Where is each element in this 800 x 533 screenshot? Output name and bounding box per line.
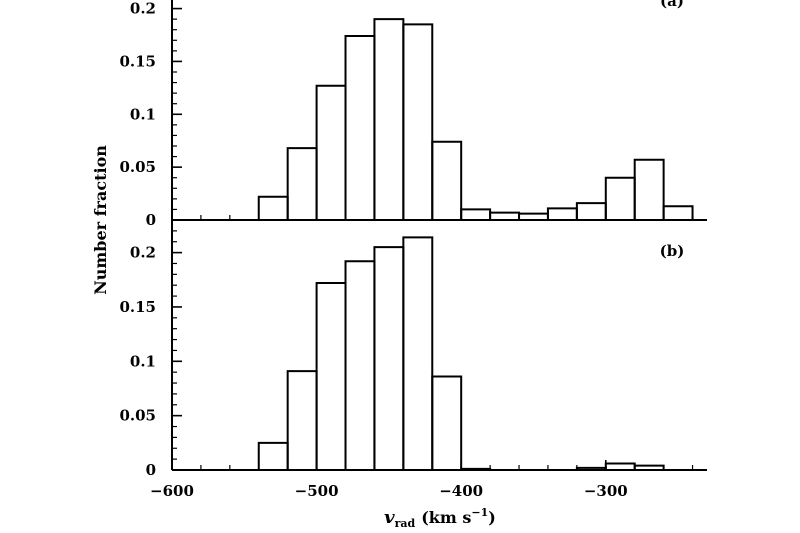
- y-tick-label: 0.2: [130, 244, 156, 262]
- y-tick-label: 0.05: [119, 158, 156, 176]
- histogram-bar: [431, 140, 463, 220]
- histogram-bar: [373, 18, 405, 220]
- histogram-bar: [315, 282, 347, 470]
- panel-a: 0 0.05 0.1 0.15 0.2 (a): [119, 0, 707, 229]
- histogram-bar: [344, 260, 376, 470]
- histogram-bar: [431, 375, 463, 470]
- histogram-bar: [344, 35, 376, 220]
- histogram-bar: [604, 176, 636, 220]
- histogram-bar: [257, 195, 289, 220]
- histogram-bar: [286, 370, 318, 470]
- panel-label: (a): [660, 0, 684, 10]
- y-tick-label: 0: [146, 211, 156, 229]
- panel-b: 0 0.05 0.1 0.15 0.2 (b) −600 −500 −400 −300: [119, 220, 707, 500]
- histogram-bar: [402, 236, 434, 470]
- y-tick-label: 0.1: [130, 105, 156, 123]
- histogram-bar: [402, 23, 434, 220]
- x-axis-title: vrad (km s−1): [384, 506, 496, 530]
- histogram-bar: [633, 158, 665, 220]
- histogram-bar: [662, 205, 694, 220]
- histogram-bar: [575, 202, 607, 220]
- y-tick-label: 0.05: [119, 407, 156, 425]
- histogram-bar: [373, 246, 405, 470]
- histogram-bar: [286, 147, 318, 220]
- x-axis-title-exp: −1: [471, 506, 488, 519]
- y-tick-label: 0.15: [119, 52, 156, 70]
- x-axis-title-unit: (km s: [421, 508, 471, 527]
- histogram-bar: [633, 464, 665, 470]
- x-tick-label: −300: [584, 482, 628, 500]
- panel-label: (b): [660, 242, 685, 260]
- y-tick-label: 0.15: [119, 298, 156, 316]
- y-tick-label: 0.2: [130, 0, 156, 18]
- histogram-bar: [460, 208, 492, 220]
- x-axis-title-close: ): [488, 508, 496, 527]
- y-tick-label: 0.1: [130, 352, 156, 370]
- x-axis-title-sub: rad: [395, 517, 416, 530]
- histogram-bar: [257, 441, 289, 470]
- histogram-bar: [315, 84, 347, 220]
- x-axis-title-main: v: [384, 507, 395, 528]
- x-tick-label: −600: [150, 482, 194, 500]
- y-tick-label: 0: [146, 461, 156, 479]
- histogram-bar: [460, 467, 492, 470]
- x-tick-label: −500: [295, 482, 339, 500]
- y-axis-title: Number fraction: [91, 145, 110, 295]
- histogram-bar: [546, 207, 578, 220]
- x-tick-label: −400: [439, 482, 483, 500]
- histogram-bar: [489, 211, 521, 220]
